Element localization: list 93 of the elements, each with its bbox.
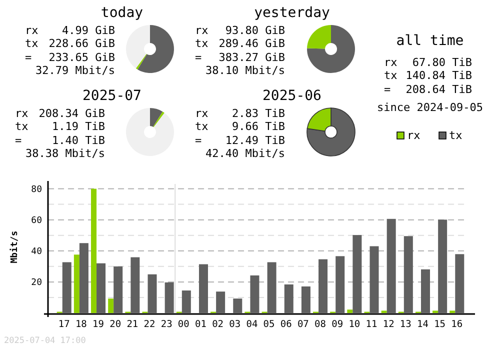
text: 42.40 Mbit/s [206, 147, 285, 160]
text: all time [396, 33, 464, 49]
bar [438, 220, 448, 313]
donut-slice [150, 108, 163, 127]
bar [404, 236, 413, 313]
text: since 2024-09-05 [377, 101, 483, 114]
bar [79, 243, 88, 313]
x-tick-label: 22 [144, 319, 156, 330]
bar [386, 218, 396, 313]
text: rx 4.99 GiB [25, 24, 115, 37]
x-tick-label: 11 [366, 319, 378, 330]
text: = 1.40 TiB [15, 134, 105, 147]
x-tick-label: 07 [297, 319, 309, 330]
donut-slice [126, 25, 150, 68]
chart-title: yesterday [254, 5, 330, 21]
x-tick-label: 12 [382, 319, 394, 330]
text: = 233.65 GiB [25, 51, 115, 64]
bar [233, 298, 242, 313]
bar [198, 264, 208, 313]
x-tick-label: 02 [212, 319, 224, 330]
bar [62, 262, 72, 313]
x-tick-label: 23 [160, 319, 172, 330]
bar [318, 259, 328, 313]
x-tick-label: 16 [451, 319, 463, 330]
legend-label: rx [407, 129, 421, 142]
bar [74, 254, 80, 313]
text: rx 93.80 GiB [195, 24, 285, 37]
x-tick-label: 15 [434, 319, 446, 330]
text: tx 289.46 GiB [195, 37, 286, 50]
y-axis-title: Mbit/s [9, 230, 20, 264]
donut-slice [153, 112, 164, 128]
bar [455, 254, 464, 313]
x-tick-label: 13 [400, 319, 412, 330]
text: = 12.49 TiB [195, 134, 285, 147]
bar [182, 290, 191, 313]
x-tick-label: 14 [417, 319, 429, 330]
y-tick-label: 60 [31, 216, 42, 226]
text: 32.79 Mbit/s [36, 64, 115, 77]
text: rx 2.83 TiB [195, 107, 285, 120]
bar [352, 235, 362, 313]
x-tick-label: 20 [110, 319, 122, 330]
x-tick-label: 01 [195, 319, 207, 330]
bar [284, 284, 294, 313]
x-tick-label: 09 [332, 319, 344, 330]
donut-slice [307, 25, 331, 49]
text: rx 208.34 GiB [15, 107, 106, 120]
bar [336, 256, 345, 313]
x-tick-label: 03 [229, 319, 241, 330]
donut-slice [136, 54, 147, 70]
bar [164, 282, 174, 313]
bar [370, 246, 379, 313]
bar [108, 298, 114, 313]
x-tick-label: 00 [178, 319, 190, 330]
y-tick-label: 40 [31, 247, 42, 258]
x-tick-label: 06 [280, 319, 292, 330]
bar [347, 310, 353, 313]
x-tick-label: 17 [58, 319, 70, 330]
chart-title: 2025-07 [82, 88, 142, 104]
x-tick-label: 18 [75, 319, 88, 330]
text: tx 140.84 TiB [384, 69, 472, 82]
x-tick-label: 10 [348, 319, 360, 330]
text: tx 1.19 TiB [15, 120, 105, 133]
chart-title: today [100, 5, 144, 21]
bar [91, 188, 97, 313]
legend-label: tx [449, 129, 463, 142]
bar [114, 266, 123, 313]
bar [216, 292, 226, 313]
donut-slice [126, 108, 174, 156]
text: 38.10 Mbit/s [206, 64, 285, 77]
x-tick-label: 21 [126, 319, 138, 330]
chart-title: 2025-06 [262, 88, 322, 104]
text: tx 9.66 TiB [195, 120, 285, 133]
x-tick-label: 04 [246, 319, 258, 330]
text: 38.38 Mbit/s [26, 147, 105, 160]
bar [301, 286, 310, 313]
donut-slice [138, 25, 174, 73]
bar [148, 274, 157, 313]
bar [250, 275, 260, 313]
text: = 208.64 TiB [384, 83, 472, 96]
y-tick-label: 80 [31, 184, 42, 195]
bar [96, 263, 106, 313]
bar [420, 269, 430, 313]
x-tick-label: 08 [314, 319, 326, 330]
donut-slice [306, 108, 356, 156]
text: tx 228.66 GiB [25, 37, 116, 50]
y-tick-label: 20 [31, 278, 42, 288]
donut-slice [307, 25, 355, 73]
text: rx 67.80 TiB [384, 56, 472, 69]
bar [267, 262, 276, 313]
bar [130, 257, 140, 313]
text: = 383.27 GiB [195, 51, 285, 64]
x-tick-label: 19 [92, 319, 104, 330]
x-tick-label: 05 [263, 319, 275, 330]
